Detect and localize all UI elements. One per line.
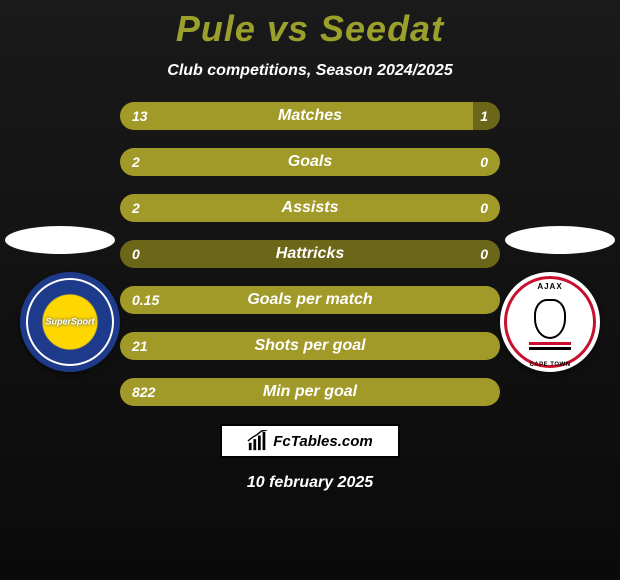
- club-crest-right: AJAX CAPE TOWN: [500, 272, 600, 372]
- stat-bar-row: 21 Shots per goal: [120, 332, 500, 360]
- stat-bar-left-value: 13: [132, 108, 148, 124]
- brand-badge: FcTables.com: [220, 424, 400, 458]
- stat-bar-right-value: 0: [480, 154, 488, 170]
- stat-bar-right-value: 0: [480, 200, 488, 216]
- stat-bar-left-value: 0: [132, 246, 140, 262]
- stat-bar-label: Assists: [282, 199, 339, 217]
- page-title: Pule vs Seedat: [0, 0, 620, 50]
- stat-bar-left-value: 0.15: [132, 292, 159, 308]
- brand-chart-icon: [247, 430, 269, 452]
- stat-bar-right-value: 1: [480, 108, 488, 124]
- stat-bar-left-value: 21: [132, 338, 148, 354]
- ajax-stripes-icon: [529, 342, 571, 346]
- club-crest-right-top: AJAX: [537, 282, 562, 291]
- player2-shadow-ellipse: [505, 226, 615, 254]
- stat-bar-label: Goals: [288, 153, 332, 171]
- player1-name: Pule: [176, 8, 256, 49]
- player1-shadow-ellipse: [5, 226, 115, 254]
- date-label: 10 february 2025: [0, 474, 620, 492]
- stat-bar-label: Matches: [278, 107, 342, 125]
- stat-bar-right-value: 0: [480, 246, 488, 262]
- title-vs: vs: [267, 8, 309, 49]
- comparison-content: SuperSport AJAX CAPE TOWN 13 1 Matches 2 0 Go…: [0, 102, 620, 406]
- stat-bar-left-value: 822: [132, 384, 155, 400]
- stat-bars: 13 1 Matches 2 0 Goals 2 0 Assists 0 0 Hattricks 0.1…: [120, 102, 500, 406]
- stat-bar-label: Shots per goal: [254, 337, 365, 355]
- ajax-head-icon: [534, 299, 566, 339]
- brand-text: FcTables.com: [273, 433, 372, 450]
- club-crest-left-label: SuperSport: [45, 318, 94, 327]
- stat-bar-left-value: 2: [132, 154, 140, 170]
- club-crest-left: SuperSport: [20, 272, 120, 372]
- player2-name: Seedat: [320, 8, 444, 49]
- stat-bar-row: 2 0 Assists: [120, 194, 500, 222]
- stat-bar-label: Min per goal: [263, 383, 357, 401]
- stat-bar-row: 2 0 Goals: [120, 148, 500, 176]
- stat-bar-row: 822 Min per goal: [120, 378, 500, 406]
- stat-bar-row: 13 1 Matches: [120, 102, 500, 130]
- stat-bar-row: 0 0 Hattricks: [120, 240, 500, 268]
- club-crest-right-bottom: CAPE TOWN: [529, 362, 570, 368]
- subtitle: Club competitions, Season 2024/2025: [0, 62, 620, 80]
- stat-bar-left-value: 2: [132, 200, 140, 216]
- stat-bar-label: Goals per match: [247, 291, 372, 309]
- stat-bar-row: 0.15 Goals per match: [120, 286, 500, 314]
- stat-bar-label: Hattricks: [276, 245, 344, 263]
